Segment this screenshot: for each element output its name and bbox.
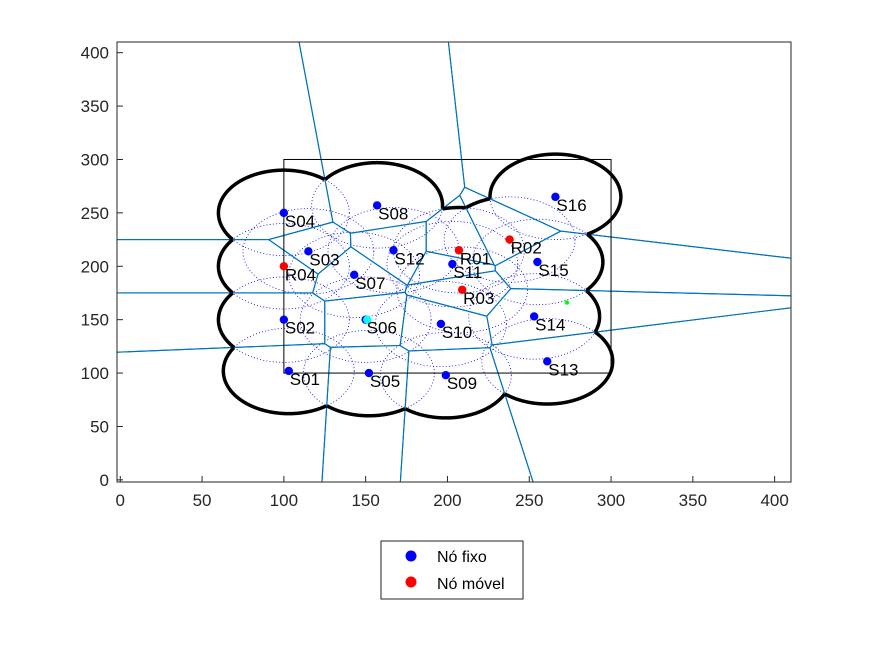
fixed-node-marker (533, 257, 542, 267)
y-tick-label: 150 (81, 311, 109, 330)
y-tick-label: 400 (81, 44, 109, 63)
mobile-node-marker (457, 285, 467, 294)
node-label: S09 (447, 374, 477, 393)
node-label: R01 (460, 249, 491, 268)
x-tick-label: 150 (351, 491, 379, 510)
y-tick-label: 0 (100, 471, 109, 490)
mobile-node-marker (505, 235, 514, 244)
y-tick-label: 250 (81, 204, 109, 223)
node-label: S07 (355, 274, 385, 293)
y-tick-label: 350 (81, 97, 109, 116)
coverage-circle (386, 221, 519, 308)
fixed-node-marker (364, 368, 374, 378)
coverage-circle (218, 223, 350, 310)
fixed-node-marker (372, 201, 382, 210)
coverage-circle (443, 196, 576, 283)
node-label: R03 (463, 289, 494, 308)
node-label: S03 (309, 250, 339, 269)
y-tick-label: 50 (90, 417, 109, 436)
node-label: S02 (285, 319, 315, 338)
fixed-node-marker (284, 366, 293, 376)
x-tick-label: 250 (515, 491, 543, 510)
node-label: S05 (370, 372, 400, 391)
mobile-node-marker (454, 246, 464, 255)
coverage-circle (375, 280, 507, 368)
fixed-node-marker (304, 247, 313, 256)
fixed-node-marker (448, 259, 457, 269)
y-tick-label: 200 (81, 257, 109, 276)
node-label: S04 (285, 212, 315, 231)
node-label: R04 (285, 265, 316, 284)
node-label: S01 (290, 370, 320, 389)
legend-mobile-marker (405, 576, 417, 588)
fixed-node-marker (529, 312, 539, 321)
node-label: S11 (453, 263, 482, 282)
coverage-circle (288, 231, 421, 318)
fixed-node-marker (350, 270, 359, 280)
legend-box (380, 540, 524, 600)
coverage-circle (218, 276, 350, 363)
highlight-node-marker (363, 315, 372, 324)
x-tick-label: 300 (597, 491, 625, 510)
node-labels: S01 S02 S03 S04 S05 S06 S07 S08 S09 S10 S11 S12 S13 S… (285, 196, 587, 393)
voronoi-cell (459, 186, 562, 267)
node-label: S15 (538, 261, 568, 280)
node-label: S13 (548, 360, 578, 379)
coverage-circle (379, 332, 512, 419)
fixed-node-marker (436, 319, 446, 329)
x-tick-label: 100 (270, 491, 298, 510)
legend: Nó fixo Nó móvel (380, 540, 524, 600)
node-label: S06 (367, 319, 397, 338)
node-label: S10 (442, 323, 472, 342)
voronoi-cell (117, 239, 319, 294)
legend-fixed-label: Nó fixo (437, 549, 487, 566)
coverage-circle (396, 246, 529, 333)
node-label: R02 (511, 239, 542, 258)
node-label: S16 (556, 196, 586, 215)
x-tick-label: 0 (116, 491, 125, 510)
plot-box (116, 41, 792, 483)
fixed-node-marker (279, 315, 289, 324)
x-tick-label: 400 (760, 491, 788, 510)
coverage-circle (242, 208, 375, 295)
fixed-node-marker (543, 357, 552, 366)
y-tick-label: 100 (81, 364, 109, 383)
coverage-circle (218, 169, 350, 256)
node-label: S14 (535, 315, 565, 334)
axis-ticks: 0 50 100 150 200 250 300 350 400 0 50 100 150 200 250 3… (81, 44, 789, 510)
node-label: S08 (378, 204, 408, 223)
fixed-node-marker (551, 192, 560, 202)
voronoi-cell (489, 307, 791, 482)
extra-point-marker (564, 300, 570, 305)
fixed-node-marker (441, 371, 451, 380)
x-tick-label: 200 (433, 491, 461, 510)
fixed-node-marker (389, 246, 398, 255)
x-tick-label: 50 (193, 491, 212, 510)
fixed-node-marker (279, 208, 289, 218)
voronoi-cell (404, 270, 512, 317)
coverage-circle (299, 276, 432, 363)
coverage-circle (222, 327, 355, 415)
mobile-node-marker (279, 262, 289, 271)
coverage-boundary (216, 152, 623, 420)
legend-fixed-marker (405, 550, 417, 562)
y-tick-label: 300 (81, 150, 109, 169)
legend-mobile-label: Nó móvel (437, 576, 505, 593)
x-tick-label: 350 (679, 491, 707, 510)
nodes (279, 192, 570, 380)
node-label: S12 (394, 249, 424, 268)
